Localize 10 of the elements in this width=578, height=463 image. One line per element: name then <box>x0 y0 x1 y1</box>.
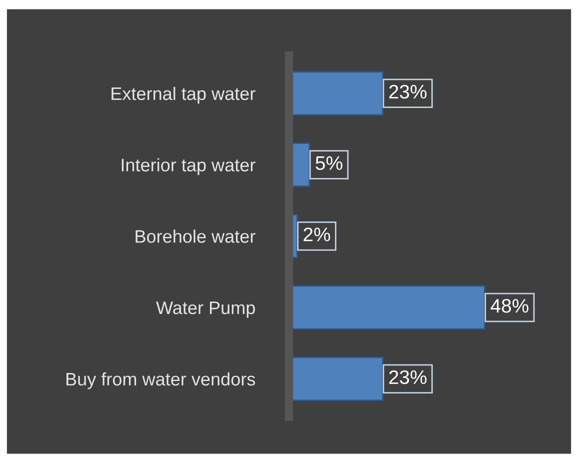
data-label: 5% <box>316 156 342 170</box>
data-label: 23% <box>389 84 427 99</box>
data-label: 2% <box>304 228 330 242</box>
y-tick-label: Interior tap water <box>122 158 256 176</box>
y-tick-label: Water Pump <box>156 302 255 318</box>
y-tick-label: Buy from water vendors <box>66 372 256 390</box>
y-tick-label: Borehole water <box>136 230 256 243</box>
data-label: 23% <box>389 370 427 384</box>
y-tick-label: External tap water <box>112 86 256 104</box>
data-label: 48% <box>490 298 528 313</box>
